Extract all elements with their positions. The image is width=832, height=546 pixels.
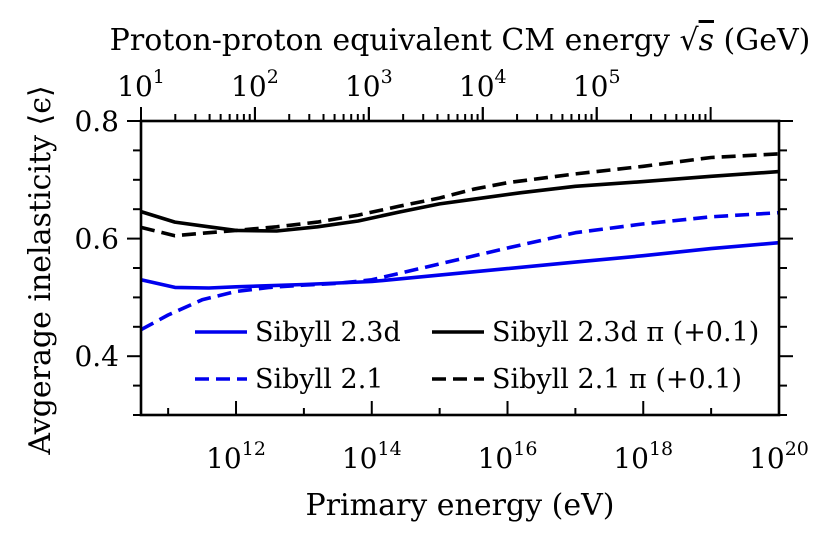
top-tick-base: 10 (117, 70, 153, 103)
top-tick-label: 101 (117, 66, 165, 103)
x-tick-base: 10 (613, 442, 649, 475)
top-tick-exponent: 5 (608, 66, 620, 88)
legend: Sibyll 2.3d Sibyll 2.3d π (+0.1) Sibyll 2.… (195, 317, 759, 395)
top-tick-base: 10 (231, 70, 267, 103)
x-tick-label: 1020 (749, 438, 809, 475)
x-tick-exponent: 14 (377, 438, 401, 460)
x-tick-exponent: 18 (649, 438, 673, 460)
top-tick-label: 104 (459, 66, 507, 103)
x-tick-label: 1016 (478, 438, 538, 475)
legend-label-3: Sibyll 2.1 π (+0.1) (492, 364, 742, 395)
y-tick-label: 0.8 (74, 105, 119, 138)
x-tick-base: 10 (206, 442, 242, 475)
x-tick-base: 10 (342, 442, 378, 475)
top-tick-exponent: 4 (495, 66, 507, 88)
legend-label-2: Sibyll 2.1 (255, 364, 383, 395)
legend-label-0: Sibyll 2.3d (255, 317, 401, 348)
y-axis-title: Avgerage inelasticity ⟨ϵ⟩ (23, 85, 58, 455)
x-tick-base: 10 (478, 442, 514, 475)
x-tick-label: 1012 (206, 438, 266, 475)
x-axis-title: Primary energy (eV) (306, 488, 615, 523)
top-tick-label: 103 (345, 66, 393, 103)
x-tick-label: 1014 (342, 438, 402, 475)
top-axis-title-text: Proton-proton equivalent CM energy (110, 23, 680, 58)
y-tick-label: 0.4 (74, 340, 119, 373)
series-layer (140, 152, 780, 332)
x-tick-exponent: 16 (513, 438, 537, 460)
top-tick-exponent: 2 (267, 66, 279, 88)
x-tick-base: 10 (749, 442, 785, 475)
legend-label-1: Sibyll 2.3d π (+0.1) (492, 317, 759, 348)
top-axis-unit: (GeV) (714, 23, 810, 58)
sqrt-argument: s (699, 23, 714, 58)
top-tick-base: 10 (459, 70, 495, 103)
top-tick-base: 10 (573, 70, 609, 103)
top-axis-title: Proton-proton equivalent CM energy √s (G… (110, 23, 811, 58)
sqrt-symbol: √ (679, 23, 699, 58)
series-line-0 (140, 240, 780, 290)
x-tick-exponent: 12 (242, 438, 266, 460)
series-line-1 (140, 210, 780, 332)
y-tick-label: 0.6 (74, 223, 119, 256)
x-tick-exponent: 20 (785, 438, 809, 460)
top-tick-label: 102 (231, 66, 279, 103)
series-line-2 (140, 169, 780, 233)
top-tick-label: 105 (573, 66, 621, 103)
top-tick-base: 10 (345, 70, 381, 103)
x-tick-label: 1018 (613, 438, 673, 475)
top-tick-exponent: 1 (153, 66, 165, 88)
series-line-3 (140, 152, 780, 238)
top-tick-exponent: 3 (381, 66, 393, 88)
